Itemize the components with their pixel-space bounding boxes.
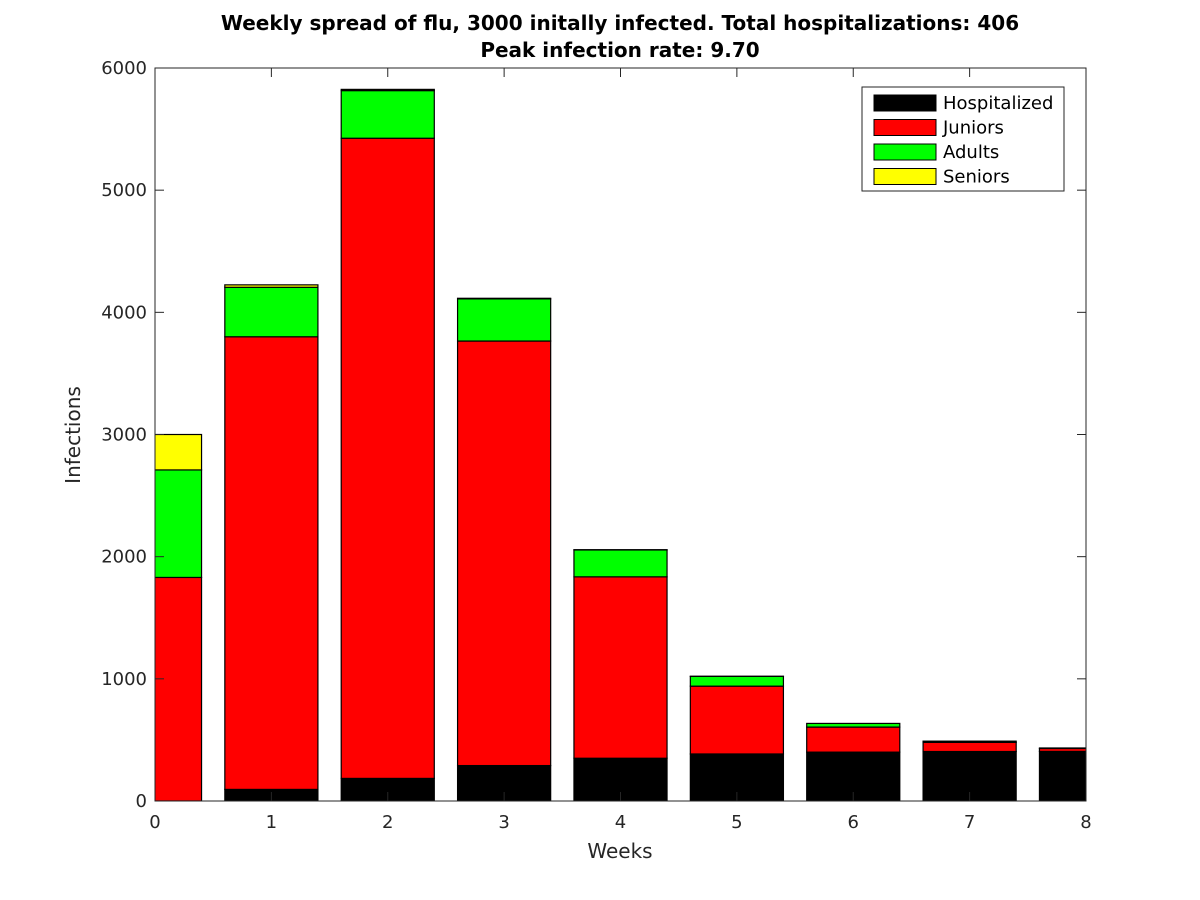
y-tick-label: 4000 [101,302,147,323]
bar-week-0-juniors [155,576,203,801]
y-tick-label: 1000 [101,669,147,690]
chart-title: Weekly spread of flu, 3000 initally infe… [221,11,1019,35]
y-tick-label: 2000 [101,547,147,568]
legend-swatch-seniors [873,168,937,185]
bar-week-1-adults [224,286,319,338]
bar-week-6-juniors [806,726,901,753]
x-tick-label: 4 [615,812,626,833]
x-tick-label: 7 [964,812,975,833]
bar-week-1-seniors [224,284,319,288]
bar-week-2-adults [340,89,435,139]
bar-week-1-juniors [224,336,319,790]
legend: Hospitalized Juniors Adults Seniors [861,86,1065,192]
x-tick-label: 1 [266,812,277,833]
bars-layer [155,88,1086,801]
bar-week-4-adults [573,549,668,578]
legend-label-adults: Adults [943,142,999,163]
x-tick-label: 2 [382,812,393,833]
x-axis-label: Weeks [587,839,652,863]
x-tick-label: 5 [731,812,742,833]
x-tick-label: 0 [149,812,160,833]
bar-week-4-juniors [573,576,668,759]
y-axis-label: Infections [61,386,85,484]
x-tick-label: 6 [848,812,859,833]
chart-subtitle: Peak infection rate: 9.70 [480,38,759,62]
y-tick-label: 5000 [101,180,147,201]
bar-week-2-juniors [340,137,435,780]
x-tick-label: 8 [1080,812,1091,833]
legend-label-seniors: Seniors [943,167,1010,188]
bar-week-5-juniors [689,685,785,755]
bar-week-7-juniors [922,741,1017,753]
legend-label-juniors: Juniors [942,118,1004,139]
ticks-layer: 0 1000 2000 3000 4000 5000 6000 0 1 2 3 4 5 6 7 8 [101,58,1092,833]
x-tick-label: 3 [498,812,509,833]
bar-week-7-adults [922,740,1017,743]
bar-week-2-seniors [340,88,435,92]
y-tick-label: 0 [136,791,147,812]
legend-swatch-hospitalized [873,94,937,112]
legend-swatch-adults [873,143,937,161]
bar-week-3-seniors [456,297,552,300]
bar-week-8-hospitalized [1038,750,1086,801]
bar-week-0-seniors [155,433,203,471]
bar-week-3-juniors [456,340,552,767]
legend-label-hospitalized: Hospitalized [943,93,1053,114]
y-tick-label: 3000 [101,425,147,446]
bar-week-6-adults [806,722,901,728]
bar-week-3-adults [456,298,552,342]
legend-swatch-juniors [873,119,937,136]
bar-week-5-adults [689,675,785,687]
bar-week-0-adults [155,469,203,579]
y-tick-label: 6000 [101,58,147,79]
